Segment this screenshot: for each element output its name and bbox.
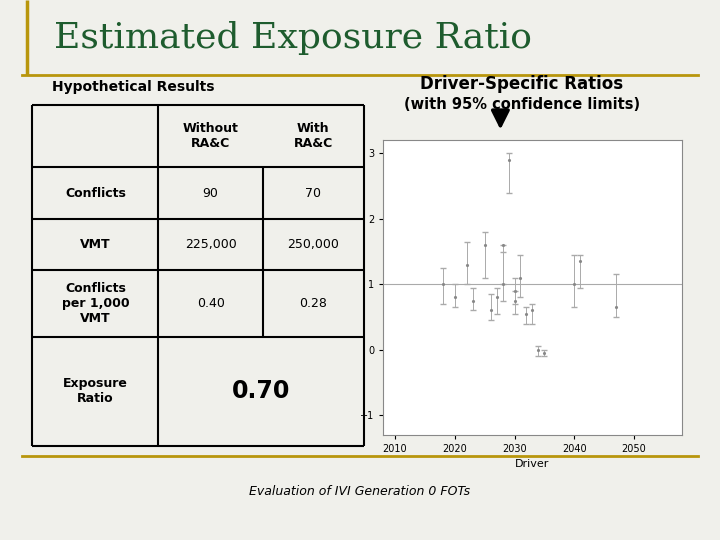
Text: Exposure
Ratio: Exposure Ratio [63, 377, 128, 406]
Text: Without
RA&C: Without RA&C [183, 123, 238, 150]
Text: With
RA&C: With RA&C [294, 123, 333, 150]
Text: (with 95% confidence limits): (with 95% confidence limits) [404, 97, 640, 112]
Text: 0.40: 0.40 [197, 297, 225, 310]
Text: Estimated Exposure Ratio: Estimated Exposure Ratio [54, 21, 532, 55]
Text: Conflicts: Conflicts [65, 186, 126, 200]
Text: Evaluation of IVI Generation 0 FOTs: Evaluation of IVI Generation 0 FOTs [249, 485, 471, 498]
Text: Conflicts
per 1,000
VMT: Conflicts per 1,000 VMT [62, 282, 129, 325]
Text: 90: 90 [202, 186, 219, 200]
X-axis label: Driver: Driver [516, 460, 549, 469]
Text: 225,000: 225,000 [185, 238, 236, 251]
Text: Hypothetical Results: Hypothetical Results [52, 80, 215, 94]
Text: 0.70: 0.70 [232, 380, 290, 403]
Text: 250,000: 250,000 [287, 238, 339, 251]
Text: 70: 70 [305, 186, 321, 200]
Text: VMT: VMT [80, 238, 111, 251]
Text: 0.28: 0.28 [300, 297, 327, 310]
Text: Driver-Specific Ratios: Driver-Specific Ratios [420, 75, 624, 93]
